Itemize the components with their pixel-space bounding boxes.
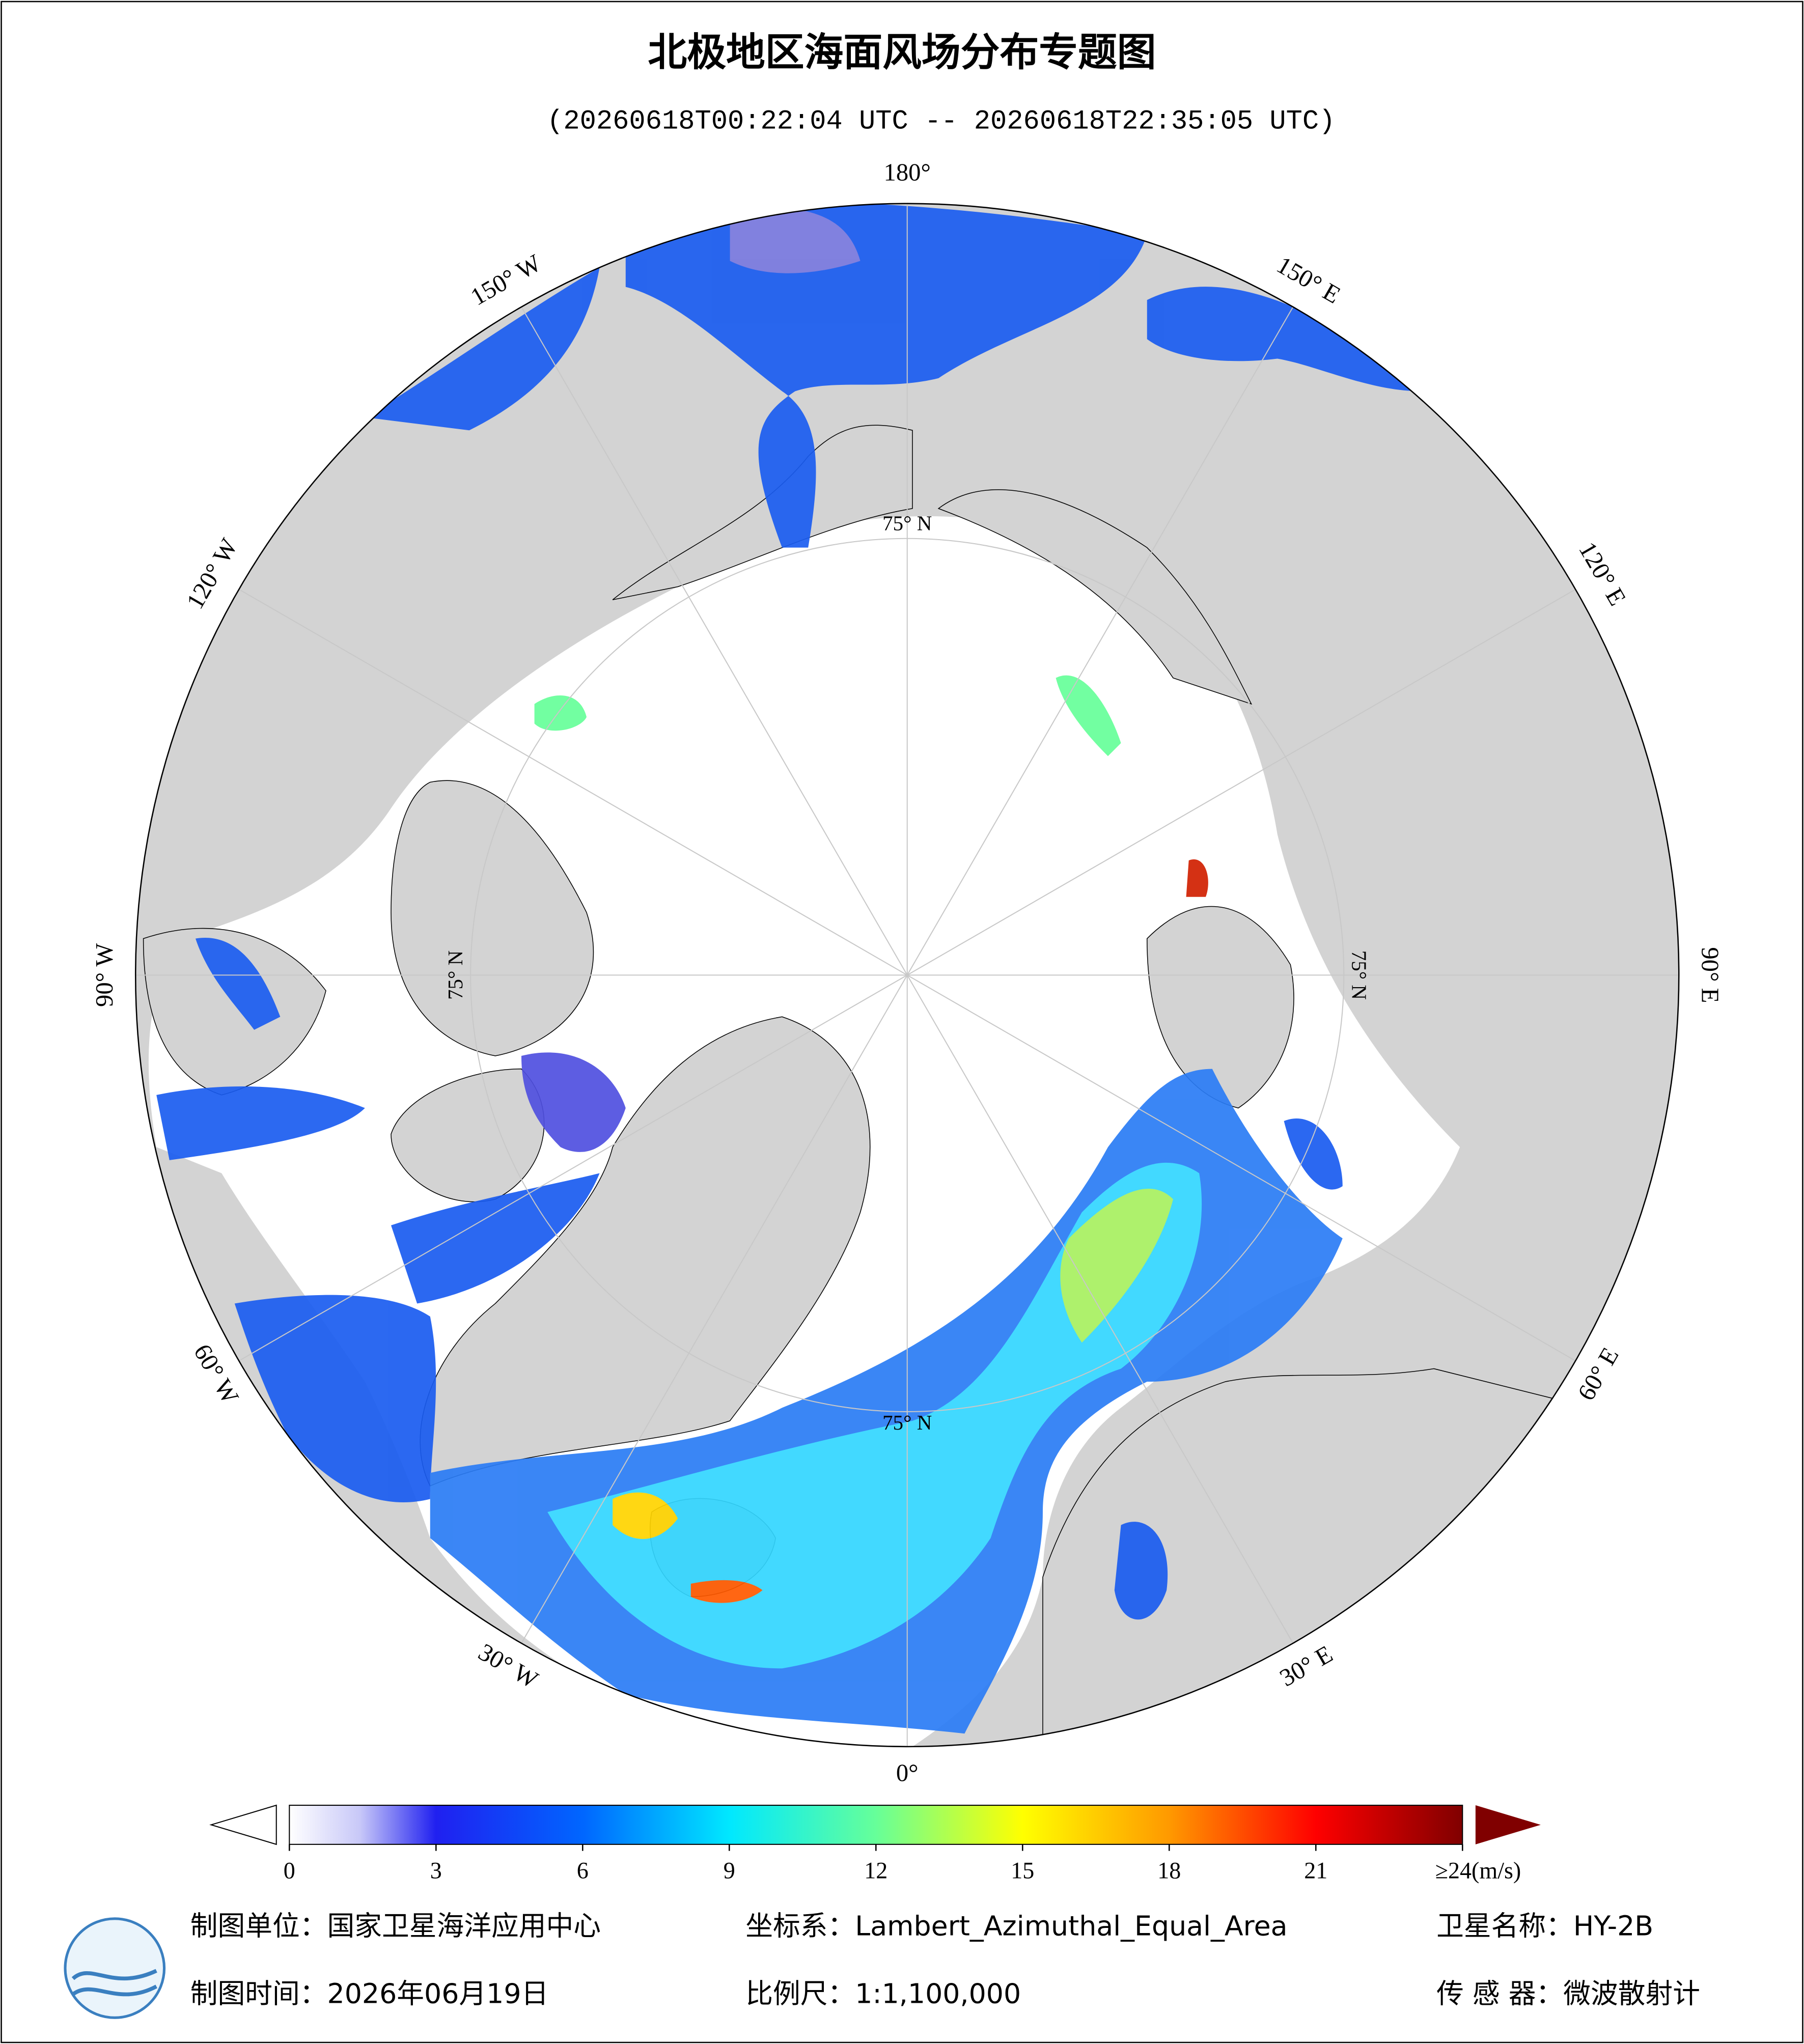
colorbar-tick-label: 12 [864, 1858, 887, 1884]
colorbar-tick-label: 0 [284, 1858, 295, 1884]
colorbar: 0 3 6 9 12 15 18 21 ≥24(m/s) [209, 1804, 1541, 1884]
meridian-label: 90° W [91, 943, 118, 1007]
latitude-label: 75° N [444, 950, 467, 1000]
logo [64, 1917, 166, 2019]
meridian-label: 150° E [1272, 251, 1345, 309]
colorbar-tick-label: 21 [1304, 1858, 1327, 1884]
title: 北极地区海面风场分布专题图 [648, 30, 1156, 75]
meridian [906, 306, 1294, 975]
latitude-label: 75° N [882, 512, 932, 535]
colorbar-tick-label: ≥24(m/s) [1435, 1858, 1521, 1884]
latitude-label: 75° N [1348, 950, 1371, 1000]
colorbar-tick-label: 9 [724, 1858, 735, 1884]
footer-crs: 坐标系：Lambert_Azimuthal_Equal_Area [745, 1910, 1287, 1942]
footer-unit: 制图单位：国家卫星海洋应用中心 [190, 1910, 601, 1942]
colorbar-tick-label: 15 [1011, 1858, 1034, 1884]
meridian [521, 306, 908, 975]
meridian [907, 589, 1576, 976]
colorbar-tick-label: 6 [577, 1858, 589, 1884]
meridian [521, 974, 908, 1644]
meridian [238, 589, 908, 976]
colorbar-tick-label: 18 [1157, 1858, 1181, 1884]
meridian [238, 974, 908, 1361]
map [135, 203, 1679, 1747]
colorbar-tick-label: 3 [430, 1858, 442, 1884]
subtitle: (20260618T00:22:04 UTC -- 20260618T22:35… [547, 106, 1335, 137]
footer-satellite: 卫星名称：HY-2B [1436, 1910, 1653, 1942]
meridian [906, 974, 1294, 1644]
latitude-label: 75° N [882, 1411, 932, 1434]
meridian-label: 180° [884, 159, 931, 186]
meridian [907, 974, 1576, 1361]
meridian-label: 0° [896, 1759, 919, 1786]
footer-time: 制图时间：2026年06月19日 [190, 1977, 549, 2009]
meridian-label: 90° E [1696, 947, 1724, 1003]
footer-sensor: 传 感 器：微波散射计 [1436, 1977, 1700, 2009]
meridian-label: 120° E [1573, 537, 1631, 610]
footer-scale: 比例尺：1:1,100,000 [745, 1977, 1021, 2009]
